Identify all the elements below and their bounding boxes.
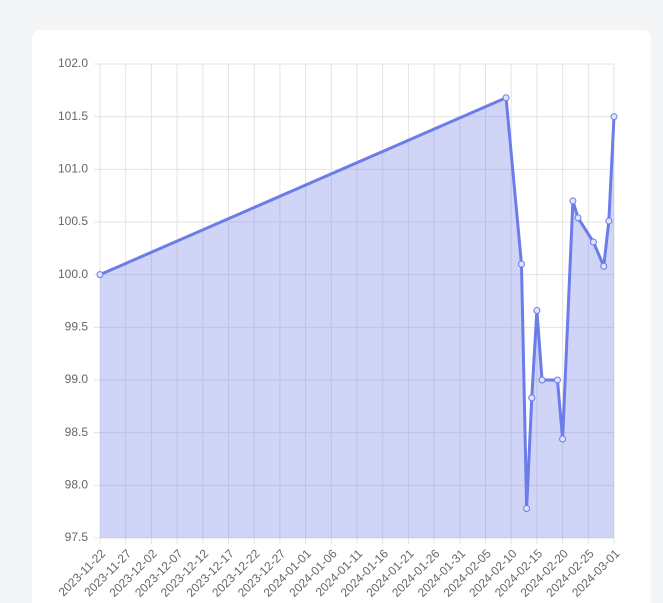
y-tick-label: 97.5 (65, 530, 89, 544)
point (517, 260, 525, 268)
point (523, 505, 531, 513)
point (533, 306, 541, 314)
y-tick-label: 101.5 (58, 109, 88, 123)
point (574, 214, 582, 222)
point (553, 376, 561, 384)
point (589, 238, 597, 246)
point (502, 94, 510, 102)
point (538, 376, 546, 384)
y-tick-label: 98.5 (65, 425, 89, 439)
y-tick-label: 100.0 (58, 267, 88, 281)
y-tick-label: 101.0 (58, 162, 88, 176)
point (600, 262, 608, 270)
y-tick-label: 102.0 (58, 56, 88, 70)
area (100, 97, 614, 538)
y-tick-label: 100.5 (58, 214, 88, 228)
point (605, 217, 613, 225)
y-tick-label: 99.5 (65, 320, 89, 334)
y-tick-label: 99.0 (65, 372, 89, 386)
point (528, 394, 536, 402)
point (569, 197, 577, 205)
point (610, 113, 618, 121)
point (96, 271, 104, 279)
card (32, 30, 651, 603)
y-tick-label: 98.0 (65, 478, 89, 492)
point (559, 435, 567, 443)
